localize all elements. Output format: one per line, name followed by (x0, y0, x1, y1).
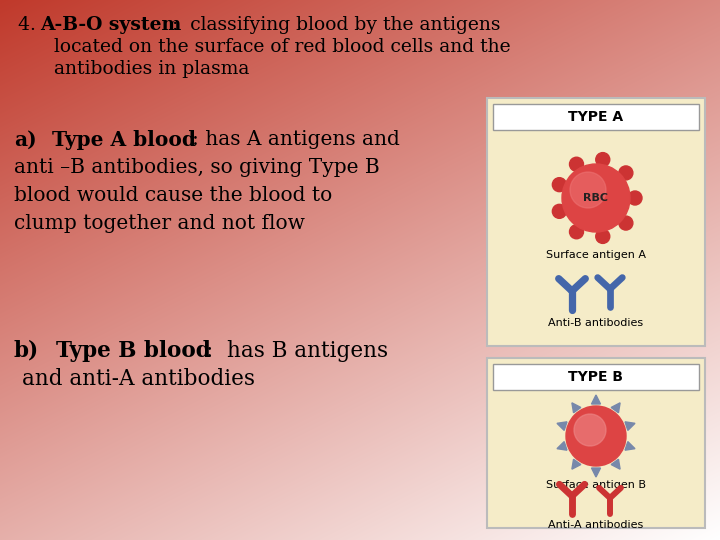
Text: :  classifying blood by the antigens: : classifying blood by the antigens (172, 16, 500, 34)
Circle shape (574, 414, 606, 446)
Circle shape (619, 216, 633, 230)
Text: : has A antigens and: : has A antigens and (192, 130, 400, 149)
Text: Type A blood: Type A blood (52, 130, 196, 150)
Circle shape (552, 204, 567, 218)
Text: a): a) (14, 130, 37, 150)
Bar (487, 358, 705, 528)
Text: Anti-A antibodies: Anti-A antibodies (549, 520, 644, 530)
Polygon shape (625, 442, 635, 450)
Text: clump together and not flow: clump together and not flow (14, 214, 305, 233)
Polygon shape (572, 459, 581, 469)
Polygon shape (611, 403, 620, 413)
Text: anti –B antibodies, so giving Type B: anti –B antibodies, so giving Type B (14, 158, 379, 177)
Polygon shape (611, 459, 620, 469)
Text: :  has B antigens: : has B antigens (206, 340, 388, 362)
Polygon shape (592, 395, 600, 404)
Text: Surface antigen B: Surface antigen B (546, 480, 646, 490)
Bar (493, 104, 699, 130)
Text: located on the surface of red blood cells and the: located on the surface of red blood cell… (54, 38, 510, 56)
Text: Surface antigen A: Surface antigen A (546, 250, 646, 260)
Text: Type B blood: Type B blood (56, 340, 211, 362)
Text: Anti-B antibodies: Anti-B antibodies (549, 318, 644, 328)
Text: RBC: RBC (583, 193, 608, 203)
Polygon shape (557, 422, 567, 430)
Circle shape (570, 225, 583, 239)
Circle shape (552, 178, 567, 192)
Circle shape (566, 406, 626, 466)
Circle shape (595, 230, 610, 244)
Circle shape (562, 164, 630, 232)
Text: A-B-O system: A-B-O system (40, 16, 181, 34)
Circle shape (595, 153, 610, 167)
Bar (487, 98, 705, 346)
Text: TYPE B: TYPE B (569, 370, 624, 384)
Text: blood would cause the blood to: blood would cause the blood to (14, 186, 332, 205)
Polygon shape (592, 468, 600, 477)
Text: 4.: 4. (18, 16, 42, 34)
Circle shape (570, 172, 606, 208)
Circle shape (619, 166, 633, 180)
Text: and anti-A antibodies: and anti-A antibodies (22, 368, 255, 390)
Polygon shape (557, 442, 567, 450)
Text: TYPE A: TYPE A (568, 110, 624, 124)
Polygon shape (625, 422, 635, 430)
Circle shape (628, 191, 642, 205)
Polygon shape (572, 403, 581, 413)
Bar (493, 364, 699, 390)
Text: b): b) (14, 340, 39, 362)
Circle shape (570, 157, 583, 171)
Text: antibodies in plasma: antibodies in plasma (54, 60, 249, 78)
